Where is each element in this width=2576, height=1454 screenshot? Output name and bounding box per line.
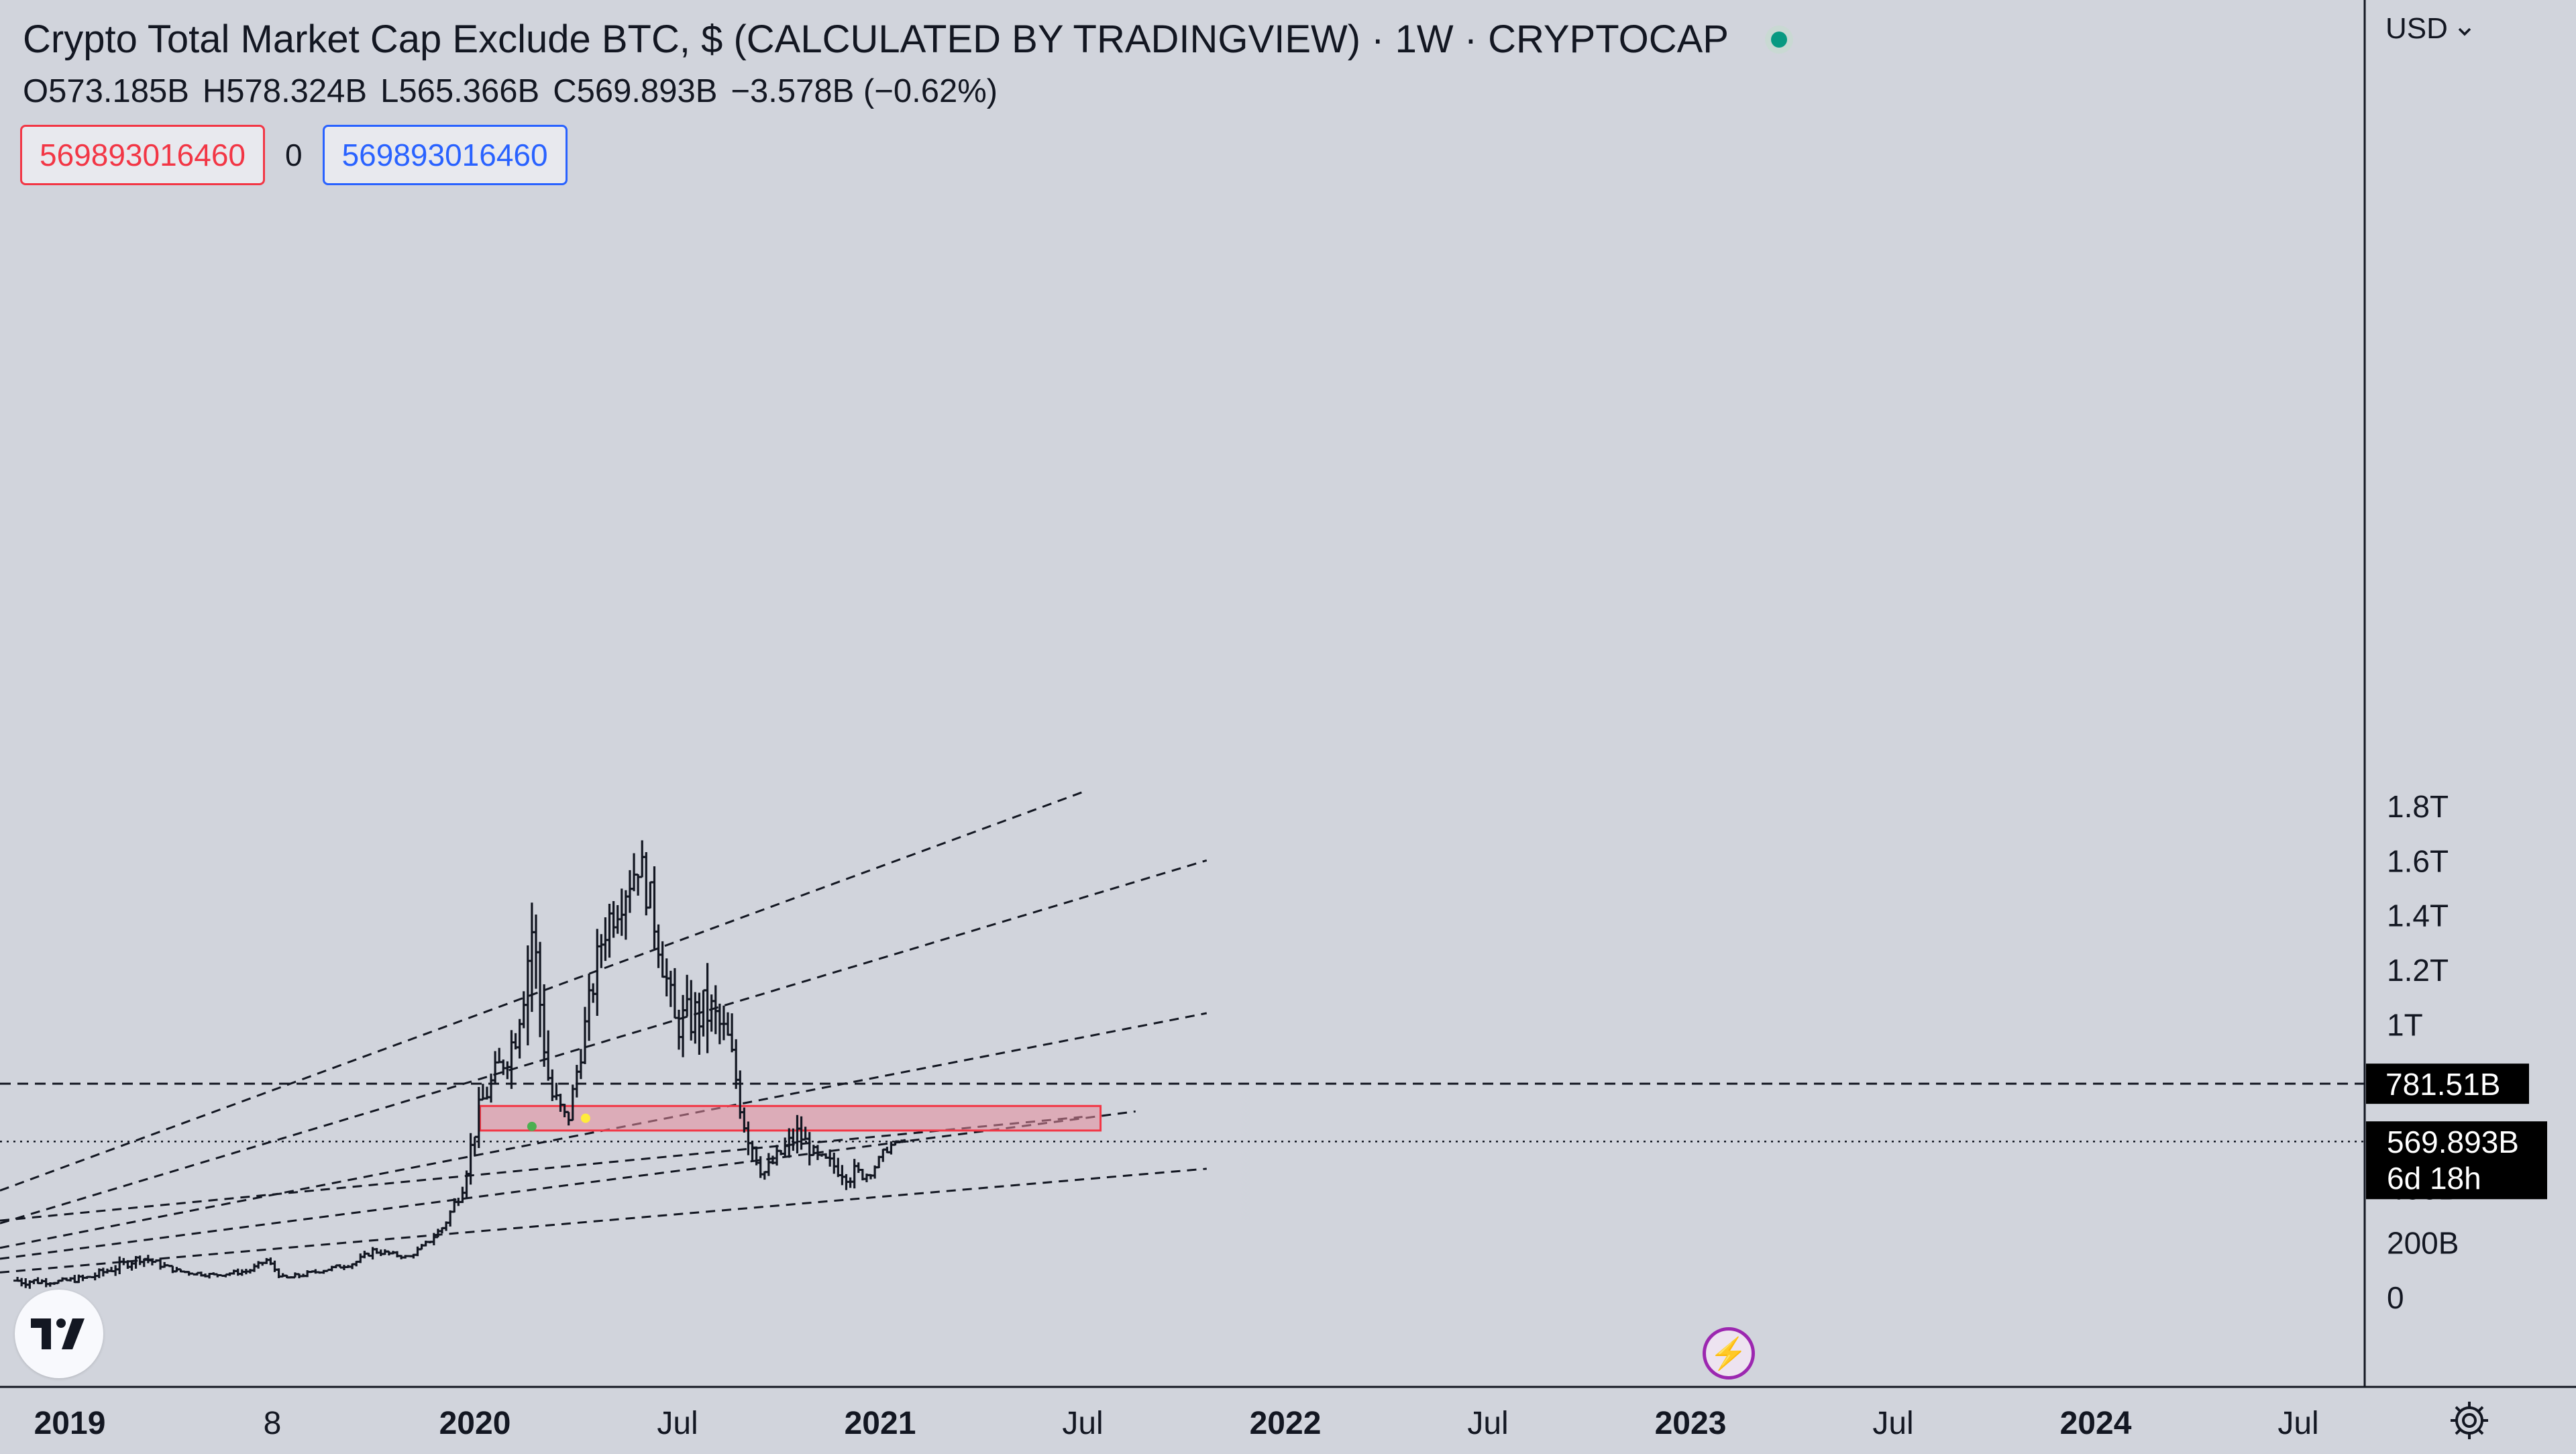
market-status-icon[interactable] <box>1765 25 1793 54</box>
tradingview-logo-icon <box>31 1318 85 1349</box>
currency-label: USD <box>2385 12 2448 45</box>
price-scale-bg <box>2365 0 2576 1454</box>
ohlc-open: O573.185B <box>23 73 189 109</box>
time-axis-label: 2021 <box>845 1406 916 1441</box>
ohlc-close: C569.893B <box>553 73 718 109</box>
levels-layer <box>0 1082 2365 1143</box>
price-scale-label: 1T <box>2387 1007 2423 1042</box>
price-scale-label: 1.8T <box>2387 789 2449 824</box>
ohlc-legend: O573.185B H578.324B L565.366B C569.893B … <box>23 70 1793 113</box>
ohlc-low: L565.366B <box>380 73 540 109</box>
time-axis-label: Jul <box>1872 1406 1913 1441</box>
price-scale-label: 1.4T <box>2387 898 2449 933</box>
tradingview-logo[interactable] <box>15 1290 103 1378</box>
trendline <box>0 1110 1136 1260</box>
trendline-layer <box>0 791 1208 1274</box>
time-axis-label: Jul <box>2277 1406 2318 1441</box>
gear-icon[interactable] <box>2449 1400 2490 1441</box>
indicator-inputs: 569893016460 0 569893016460 <box>20 125 568 185</box>
trendline <box>0 1167 1207 1274</box>
time-axis-label: 2023 <box>1655 1406 1727 1441</box>
trendline <box>0 1116 1083 1222</box>
horizontal-level-badge <box>2366 1063 2529 1104</box>
ohlc-change: −3.578B (−0.62%) <box>731 73 998 109</box>
time-axis-bg <box>0 1387 2576 1454</box>
indicator-input-red[interactable]: 569893016460 <box>20 125 265 185</box>
symbol-title[interactable]: Crypto Total Market Cap Exclude BTC, $ (… <box>23 17 1729 61</box>
time-axis-label: 2024 <box>2060 1406 2132 1441</box>
horizontal-level-label: 781.51B <box>2385 1067 2500 1102</box>
price-scale-label: 1.6T <box>2387 843 2449 878</box>
time-axis-label: 2020 <box>439 1406 511 1441</box>
price-scale-label: 1.2T <box>2387 953 2449 988</box>
yellow-signal-marker <box>580 1113 590 1123</box>
countdown-label: 6d 18h <box>2387 1161 2481 1196</box>
time-axis-layer: 2019 8 2020 Jul 2021 Jul 2022 Jul 2023 Jul 2024 Jul <box>0 1386 2576 1454</box>
currency-selector[interactable]: USD <box>2385 12 2473 46</box>
ohlc-bars-layer <box>13 840 909 1289</box>
last-price-label: 569.893B <box>2387 1125 2519 1159</box>
ohlc-high: H578.324B <box>202 73 368 109</box>
chevron-down-icon <box>2458 28 2471 36</box>
symbol-title-row[interactable]: Crypto Total Market Cap Exclude BTC, $ (… <box>23 9 1793 70</box>
time-axis-label: 8 <box>264 1406 282 1441</box>
symbol-header: Crypto Total Market Cap Exclude BTC, $ (… <box>23 9 1793 113</box>
time-axis-label: Jul <box>657 1406 698 1441</box>
indicator-input-blue[interactable]: 569893016460 <box>322 125 568 185</box>
time-axis-label: 2022 <box>1250 1406 1322 1441</box>
time-axis-label: 2019 <box>34 1406 106 1441</box>
last-price-badge <box>2366 1121 2547 1200</box>
time-axis-label: Jul <box>1467 1406 1508 1441</box>
price-scale-label: 0 <box>2387 1280 2404 1315</box>
lightning-icon[interactable]: ⚡ <box>1703 1327 1755 1380</box>
trendline <box>0 859 1208 1225</box>
price-scale-label: 200B <box>2387 1226 2459 1261</box>
green-signal-marker <box>527 1121 537 1131</box>
indicator-input-separator: 0 <box>285 138 303 172</box>
price-scale-layer: 1.8T1.6T1.4T1.2T1T800B600B400B200B0781.5… <box>2363 0 2576 1454</box>
time-axis-label: Jul <box>1062 1406 1103 1441</box>
